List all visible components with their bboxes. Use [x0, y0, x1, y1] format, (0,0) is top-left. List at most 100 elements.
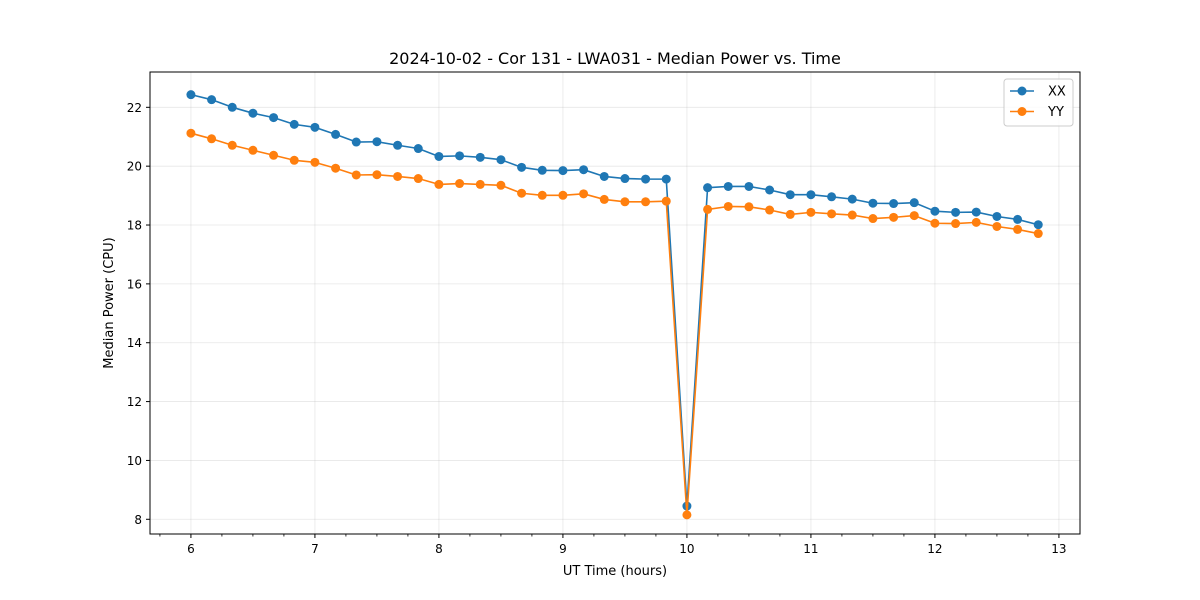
- data-point-xx: [620, 174, 630, 184]
- data-point-yy: [1013, 224, 1023, 234]
- x-tick-label: 13: [1051, 542, 1066, 556]
- data-point-xx: [992, 211, 1002, 221]
- data-point-yy: [620, 197, 630, 207]
- data-point-yy: [310, 157, 320, 167]
- data-point-xx: [785, 190, 795, 200]
- data-point-yy: [331, 163, 341, 173]
- y-tick-label: 22: [127, 101, 142, 115]
- data-point-xx: [827, 192, 837, 202]
- x-tick-label: 7: [311, 542, 319, 556]
- data-point-yy: [992, 221, 1002, 231]
- data-point-yy: [413, 174, 423, 184]
- data-point-xx: [744, 181, 754, 191]
- data-point-yy: [1033, 229, 1043, 239]
- data-point-xx: [372, 137, 382, 147]
- data-point-xx: [413, 144, 423, 154]
- data-point-yy: [723, 201, 733, 211]
- data-point-xx: [1013, 214, 1023, 224]
- data-point-yy: [579, 189, 589, 199]
- data-point-yy: [951, 219, 961, 229]
- data-point-yy: [207, 134, 217, 144]
- plot-frame: [149, 71, 1081, 535]
- data-point-yy: [599, 194, 609, 204]
- data-point-xx: [641, 174, 651, 184]
- data-point-xx: [475, 152, 485, 162]
- data-point-xx: [723, 181, 733, 191]
- y-axis: 8 10 12 14 16 18 20 22: [127, 101, 150, 527]
- legend-label-yy: YY: [1047, 105, 1064, 120]
- data-point-yy: [868, 214, 878, 224]
- data-point-yy: [248, 145, 258, 155]
- x-axis: 6 7 8 9 10 11 12 13: [159, 534, 1067, 556]
- data-point-xx: [951, 207, 961, 217]
- y-tick-label: 20: [127, 160, 142, 174]
- data-point-xx: [868, 198, 878, 208]
- data-point-xx: [248, 108, 258, 118]
- data-point-xx: [806, 190, 816, 200]
- data-point-xx: [847, 194, 857, 204]
- y-tick-label: 8: [134, 513, 142, 527]
- grid: [150, 72, 1080, 534]
- data-point-xx: [930, 206, 940, 216]
- data-point-yy: [372, 170, 382, 180]
- x-tick-label: 10: [679, 542, 694, 556]
- data-point-yy: [558, 190, 568, 200]
- data-point-yy: [351, 170, 361, 180]
- x-tick-label: 9: [559, 542, 567, 556]
- data-point-yy: [641, 197, 651, 207]
- series-layer: [186, 90, 1043, 520]
- data-point-yy: [909, 211, 919, 221]
- data-point-yy: [785, 209, 795, 219]
- data-point-xx: [1033, 220, 1043, 230]
- data-point-xx: [434, 151, 444, 161]
- data-point-yy: [269, 150, 279, 160]
- data-point-yy: [765, 205, 775, 215]
- data-point-yy: [682, 510, 692, 520]
- y-tick-label: 14: [127, 336, 142, 350]
- x-tick-label: 8: [435, 542, 443, 556]
- data-point-xx: [703, 183, 713, 193]
- legend-marker-xx: [1017, 86, 1027, 96]
- data-point-xx: [227, 102, 237, 112]
- data-point-yy: [496, 180, 506, 190]
- data-point-xx: [579, 165, 589, 175]
- data-point-yy: [930, 218, 940, 228]
- y-tick-label: 12: [127, 395, 142, 409]
- data-point-xx: [599, 171, 609, 181]
- legend: XX YY: [1003, 78, 1074, 127]
- data-point-xx: [269, 113, 279, 123]
- data-point-yy: [889, 212, 899, 222]
- legend-label-xx: XX: [1048, 85, 1066, 100]
- chart-title: 2024-10-02 - Cor 131 - LWA031 - Median P…: [389, 49, 841, 68]
- data-point-xx: [186, 90, 196, 100]
- data-point-xx: [496, 155, 506, 165]
- data-point-yy: [289, 155, 299, 165]
- data-point-xx: [517, 162, 527, 172]
- x-tick-label: 6: [187, 542, 195, 556]
- data-point-yy: [744, 202, 754, 212]
- y-axis-label: Median Power (CPU): [102, 237, 117, 368]
- data-point-xx: [207, 95, 217, 105]
- data-point-yy: [971, 217, 981, 227]
- data-point-yy: [475, 179, 485, 189]
- data-point-yy: [847, 210, 857, 220]
- legend-marker-yy: [1017, 107, 1027, 116]
- data-point-yy: [806, 207, 816, 217]
- data-point-yy: [455, 179, 465, 189]
- x-axis-label: UT Time (hours): [563, 564, 667, 579]
- data-point-yy: [393, 171, 403, 181]
- data-point-yy: [537, 190, 547, 200]
- data-point-xx: [455, 151, 465, 161]
- data-point-xx: [765, 185, 775, 195]
- data-point-yy: [517, 188, 527, 198]
- y-tick-label: 18: [127, 219, 142, 233]
- data-point-xx: [661, 174, 671, 184]
- data-point-yy: [434, 179, 444, 189]
- data-point-xx: [537, 165, 547, 175]
- data-point-yy: [186, 128, 196, 138]
- data-point-xx: [289, 119, 299, 129]
- y-tick-label: 16: [127, 277, 142, 291]
- data-point-xx: [393, 140, 403, 150]
